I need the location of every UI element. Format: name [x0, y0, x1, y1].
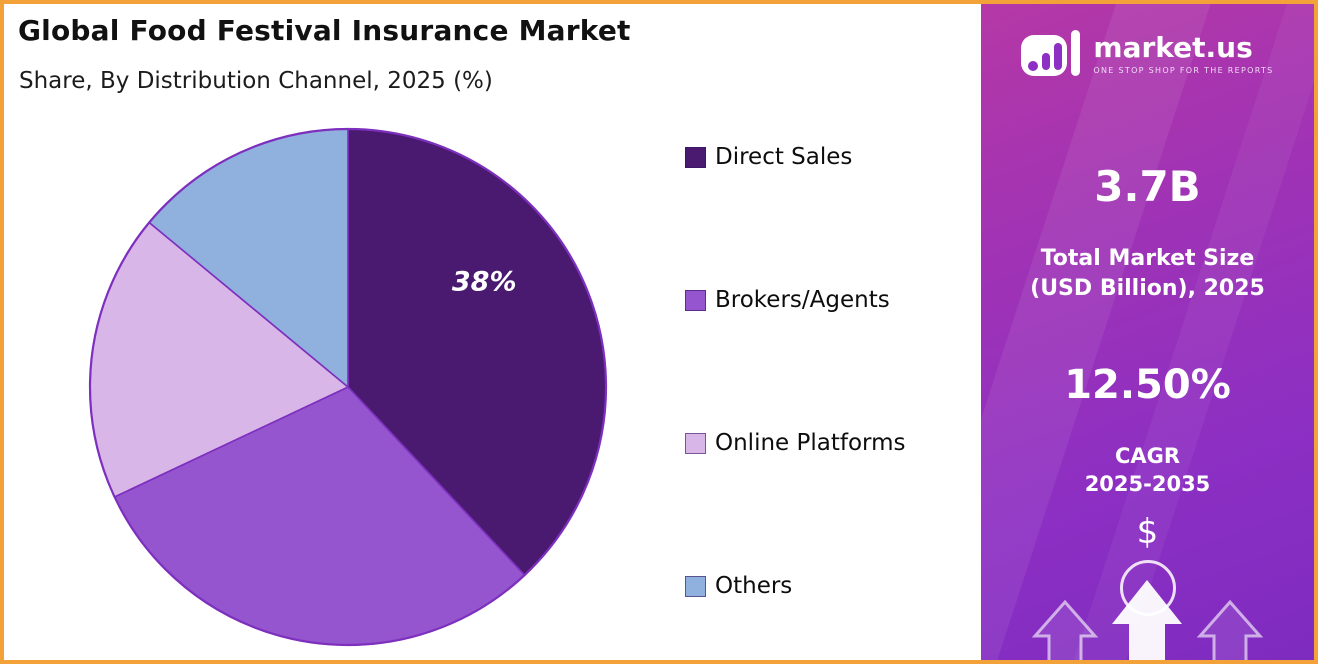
market-size-label-line2: (USD Billion), 2025 [1030, 275, 1265, 301]
sidebar: market.us ONE STOP SHOP FOR THE REPORTS … [981, 4, 1314, 660]
coin-circle-icon [1119, 560, 1176, 616]
market-size-label: Total Market Size (USD Billion), 2025 [981, 244, 1314, 303]
market-size-label-line1: Total Market Size [1040, 246, 1255, 271]
marketus-logo-icon [1021, 30, 1081, 76]
legend-label: Online Platforms [715, 430, 906, 456]
brand-name: market.us [1093, 31, 1253, 65]
chart-title: Global Food Festival Insurance Market [18, 14, 631, 47]
growth-arrows-icon [1031, 580, 1264, 660]
legend-label: Brokers/Agents [715, 287, 890, 313]
market-size-value: 3.7B [1094, 162, 1201, 211]
legend-item-brokers-agents: Brokers/Agents [685, 287, 905, 313]
legend-swatch-direct-sales [685, 146, 706, 168]
legend: Direct Sales Brokers/Agents Online Platf… [685, 144, 905, 599]
brand-text: market.us ONE STOP SHOP FOR THE REPORTS [1093, 31, 1274, 75]
brand: market.us ONE STOP SHOP FOR THE REPORTS [981, 28, 1314, 80]
dollar-icon: $ [1136, 512, 1159, 552]
legend-swatch-others [685, 575, 706, 597]
cagr-period: 2025-2035 [1084, 472, 1211, 496]
pie-outline [88, 127, 608, 647]
chart-panel: Global Food Festival Insurance Market Sh… [4, 4, 981, 660]
legend-label: Others [715, 573, 793, 599]
legend-item-direct-sales: Direct Sales [685, 144, 905, 170]
cagr-label: CAGR [1114, 444, 1181, 468]
legend-swatch-brokers-agents [685, 289, 706, 311]
brand-tagline: ONE STOP SHOP FOR THE REPORTS [1093, 65, 1274, 75]
legend-swatch-online-platforms [685, 432, 706, 454]
cagr-value: 12.50% [1064, 362, 1231, 408]
pie-chart: 38% [82, 121, 614, 653]
legend-item-online-platforms: Online Platforms [685, 430, 905, 456]
legend-item-others: Others [685, 573, 905, 599]
pie-data-label: 38% [452, 267, 517, 298]
legend-label: Direct Sales [715, 144, 853, 170]
pie-chart-svg: 38% [88, 127, 608, 647]
chart-subtitle: Share, By Distribution Channel, 2025 (%) [19, 68, 493, 94]
